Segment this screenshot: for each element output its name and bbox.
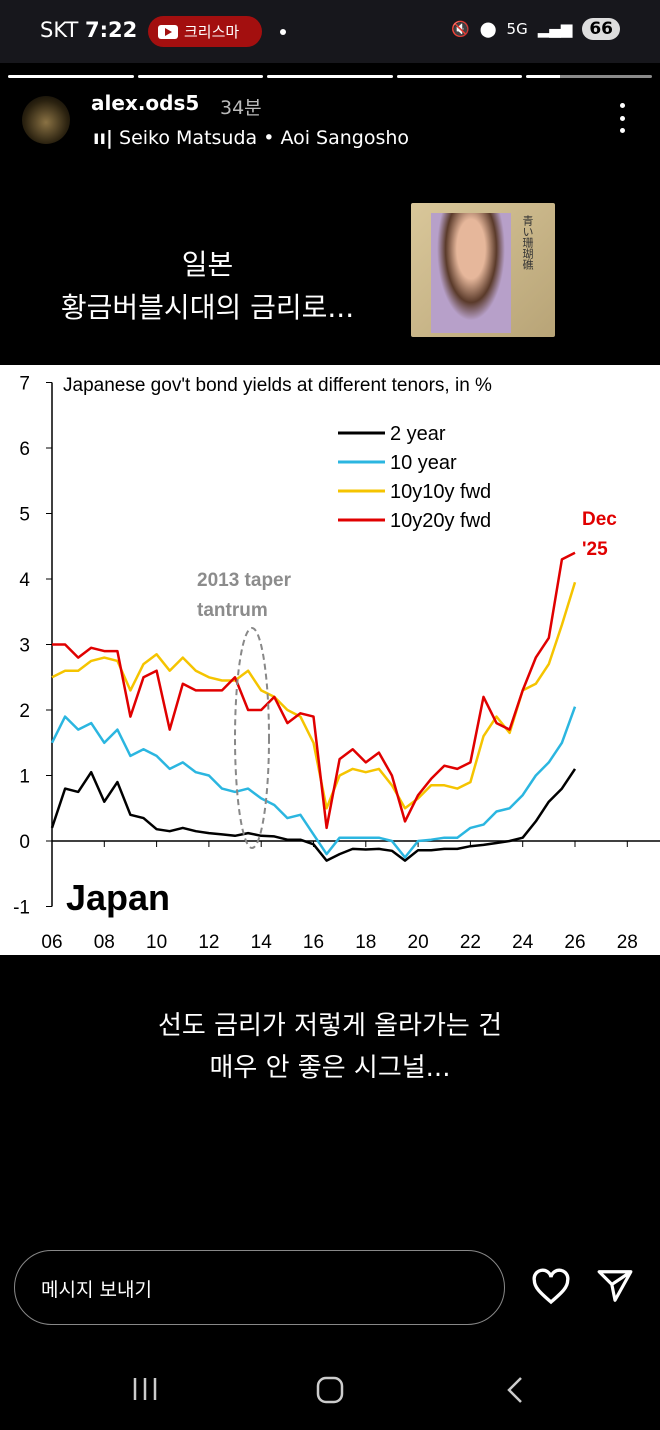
back-button[interactable] bbox=[505, 1376, 525, 1404]
status-bar: SKT 7:22 크리스마 🔇 ⬤ 5G ▂▄▆ 66 bbox=[0, 0, 660, 63]
x-tick-label: 08 bbox=[94, 932, 115, 953]
username[interactable]: alex.ods5 bbox=[91, 91, 200, 115]
caption-top-line-2: 황금버블시대의 금리로... bbox=[60, 291, 355, 324]
x-tick-label: 14 bbox=[251, 932, 273, 953]
progress-segment bbox=[137, 75, 264, 78]
music-label[interactable]: ıı| Seiko Matsuda • Aoi Sangosho bbox=[93, 127, 409, 149]
y-tick-label: 6 bbox=[19, 439, 30, 460]
chart-region-label: Japan bbox=[66, 877, 170, 918]
more-options-button[interactable] bbox=[612, 103, 632, 133]
x-tick-label: 12 bbox=[198, 932, 219, 953]
y-tick-label: 5 bbox=[19, 505, 30, 526]
music-bars-icon: ıı| bbox=[93, 127, 113, 149]
signal-icon: ▂▄▆ bbox=[537, 20, 573, 38]
legend-label: 10y10y fwd bbox=[390, 481, 491, 503]
y-tick-label: 7 bbox=[19, 374, 30, 395]
story-progress bbox=[8, 75, 652, 78]
y-tick-label: 1 bbox=[19, 767, 30, 788]
send-icon[interactable] bbox=[596, 1268, 634, 1304]
x-tick-label: 10 bbox=[146, 932, 167, 953]
caption-top-line-1: 일본 bbox=[181, 248, 234, 281]
clock: 7:22 bbox=[85, 18, 138, 42]
series-line-10-year bbox=[50, 706, 577, 859]
y-tick-label: 2 bbox=[19, 701, 30, 722]
x-tick-label: 26 bbox=[564, 932, 585, 953]
battery-level: 66 bbox=[582, 18, 620, 40]
series-line-10y10y-fwd bbox=[51, 581, 577, 810]
home-button[interactable] bbox=[316, 1376, 344, 1404]
y-tick-label: 0 bbox=[19, 832, 30, 853]
android-nav-bar bbox=[0, 1370, 660, 1410]
progress-segment bbox=[396, 75, 523, 78]
annotation-dec-line-1: Dec bbox=[582, 509, 617, 530]
legend-label: 10y20y fwd bbox=[390, 510, 491, 532]
x-tick-label: 16 bbox=[303, 932, 324, 953]
carrier: SKT bbox=[40, 18, 79, 42]
legend-label: 10 year bbox=[390, 452, 457, 474]
x-tick-label: 24 bbox=[512, 932, 534, 953]
chart-title: Japanese gov't bond yields at different … bbox=[63, 375, 492, 396]
progress-segment bbox=[8, 75, 134, 78]
bond-yield-chart: Japanese gov't bond yields at different … bbox=[0, 365, 660, 955]
progress-segment bbox=[267, 75, 393, 78]
avatar[interactable] bbox=[22, 96, 70, 144]
message-input[interactable]: 메시지 보내기 bbox=[14, 1250, 505, 1325]
legend-label: 2 year bbox=[390, 423, 446, 445]
series-line-10y20y-fwd bbox=[52, 551, 576, 830]
caption-bottom-line-2: 매우 안 좋은 시그널... bbox=[209, 1053, 451, 1083]
caption-bottom-line-1: 선도 금리가 저렇게 올라가는 건 bbox=[157, 1011, 503, 1041]
network-type: 5G bbox=[506, 20, 528, 38]
y-tick-label: -1 bbox=[13, 898, 30, 919]
progress-segment-current bbox=[526, 75, 652, 78]
youtube-pill-text: 크리스마 bbox=[184, 23, 240, 41]
mute-icon: 🔇 bbox=[451, 20, 470, 38]
x-tick-label: 22 bbox=[460, 932, 481, 953]
annotation-dec-line-2: '25 bbox=[582, 539, 608, 560]
notification-dot-icon bbox=[280, 29, 286, 35]
recent-apps-button[interactable] bbox=[132, 1376, 158, 1402]
carrier-time: SKT 7:22 bbox=[40, 18, 137, 42]
y-tick-label: 4 bbox=[19, 570, 30, 591]
chart-svg: Japanese gov't bond yields at different … bbox=[13, 374, 660, 953]
x-tick-label: 28 bbox=[617, 932, 638, 953]
album-title: 青い珊瑚礁 bbox=[521, 215, 534, 270]
posted-time: 34분 bbox=[220, 97, 262, 119]
x-tick-label: 18 bbox=[355, 932, 376, 953]
youtube-notification-pill[interactable]: 크리스마 bbox=[148, 16, 262, 47]
annotation-taper-line-2: tantrum bbox=[197, 600, 268, 621]
annotation-taper-line-1: 2013 taper bbox=[197, 570, 292, 591]
location-icon: ⬤ bbox=[479, 20, 497, 38]
y-tick-label: 3 bbox=[19, 636, 30, 657]
x-tick-label: 06 bbox=[41, 932, 62, 953]
album-cover[interactable]: 青い珊瑚礁 bbox=[411, 203, 555, 337]
album-photo bbox=[431, 213, 511, 333]
music-title: Seiko Matsuda • Aoi Sangosho bbox=[119, 127, 410, 149]
youtube-icon bbox=[158, 24, 178, 39]
series-line-2-year bbox=[50, 768, 577, 862]
taper-tantrum-ellipse bbox=[234, 627, 270, 849]
x-tick-label: 20 bbox=[408, 932, 429, 953]
heart-icon[interactable] bbox=[531, 1268, 571, 1306]
story-viewer[interactable]: alex.ods5 34분 ıı| Seiko Matsuda • Aoi Sa… bbox=[0, 63, 660, 1235]
